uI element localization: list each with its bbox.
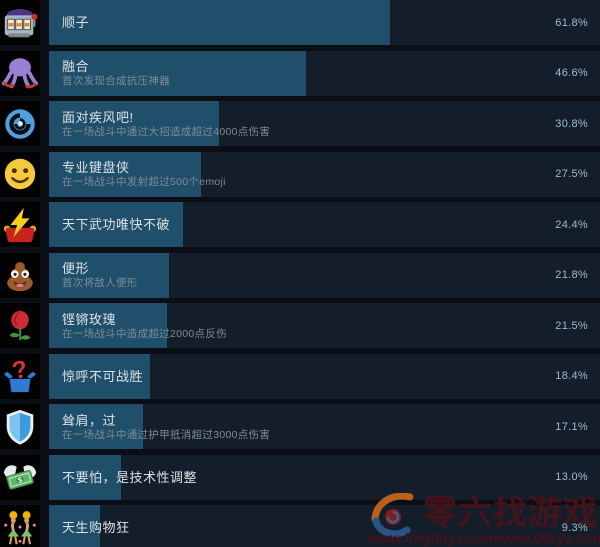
- achievement-progress-fill: [49, 303, 168, 348]
- achievement-description: 在一场战斗中通过大招造成超过4000点伤害: [62, 125, 271, 138]
- achievement-progress-bar: 便形 首次将敌人便形 21.8%: [49, 252, 600, 298]
- achievement-progress-fill: [49, 151, 201, 197]
- achievement-progress-bar: 不要怕，是技术性调整 13.0%: [49, 454, 600, 500]
- achievement-progress-fill: [49, 0, 390, 45]
- achievement-title: 便形: [62, 261, 90, 276]
- achievement-title: 惊呼不可战胜: [62, 368, 144, 384]
- cyclone-icon: [0, 101, 40, 146]
- achievement-row: 天下武功唯快不破 24.4%: [0, 202, 600, 247]
- achievement-title: 专业键盘侠: [62, 160, 130, 175]
- achievement-progress-fill: [49, 202, 184, 247]
- dancers-icon: [0, 505, 40, 547]
- achievement-progress-fill: [49, 454, 121, 500]
- achievement-row: 便形 首次将敌人便形 21.8%: [0, 252, 600, 298]
- achievement-title: 顺子: [62, 15, 90, 30]
- achievement-description: 在一场战斗中通过护甲抵消超过3000点伤害: [62, 428, 271, 441]
- achievement-percent: 46.6%: [555, 67, 588, 79]
- achievement-progress-bar: 天生购物狂 9.3%: [49, 505, 600, 547]
- achievement-title: 不要怕，是技术性调整: [62, 469, 198, 485]
- achievement-row: $ 不要怕，是技术性调整 13.0%: [0, 454, 600, 500]
- achievement-description: 在一场战斗中发射超过500个emoji: [62, 176, 226, 188]
- rose-icon: [0, 303, 40, 348]
- achievement-progress-bar: 惊呼不可战胜 18.4%: [49, 353, 600, 399]
- achievement-title: 天下武功唯快不破: [62, 217, 171, 232]
- achievement-title: 铿锵玫瑰: [62, 311, 117, 327]
- achievement-row: 耸肩，过 在一场战斗中通过护甲抵消超过3000点伤害 17.1%: [0, 404, 600, 449]
- achievement-row: 融合 首次发现合成抗压神器 46.6%: [0, 50, 600, 96]
- smiley-face-icon: [0, 151, 40, 197]
- achievement-progress-bar: 顺子 61.8%: [49, 0, 600, 45]
- achievement-percent: 24.4%: [555, 218, 588, 231]
- achievement-description: 在一场战斗中造成超过2000点反伤: [62, 327, 227, 340]
- achievement-progress-fill: [49, 50, 306, 96]
- lightning-glove-icon: [0, 202, 40, 247]
- money-with-wings-icon: $: [0, 454, 40, 500]
- achievement-progress-fill: [49, 505, 101, 547]
- svg-text:$: $: [17, 475, 24, 485]
- achievement-percent: 61.8%: [555, 16, 588, 29]
- achievement-title: 耸肩，过: [62, 412, 117, 428]
- achievement-progress-bar: 天下武功唯快不破 24.4%: [49, 202, 600, 247]
- achievement-title: 天生购物狂: [62, 520, 130, 535]
- achievement-row: 铿锵玫瑰 在一场战斗中造成超过2000点反伤 21.5%: [0, 303, 600, 348]
- achievement-row: 专业键盘侠 在一场战斗中发射超过500个emoji 27.5%: [0, 151, 600, 197]
- achievement-row: 天生购物狂 9.3%: [0, 505, 600, 547]
- slot-machine-icon: [0, 0, 40, 45]
- achievement-title: 融合: [62, 59, 90, 74]
- achievement-progress-fill: [49, 353, 151, 399]
- achievement-progress-bar: 铿锵玫瑰 在一场战斗中造成超过2000点反伤 21.5%: [49, 303, 600, 348]
- achievement-progress-fill: [49, 101, 219, 146]
- achievement-row: 顺子 61.8%: [0, 0, 600, 45]
- achievement-percent: 17.1%: [555, 420, 588, 433]
- achievement-progress-bar: 耸肩，过 在一场战斗中通过护甲抵消超过3000点伤害 17.1%: [49, 404, 600, 449]
- achievement-percent: 27.5%: [555, 168, 588, 180]
- achievement-percent: 30.8%: [555, 117, 588, 130]
- achievement-percent: 18.4%: [555, 370, 588, 382]
- octopus-icon: [0, 50, 40, 96]
- achievement-row: ? 惊呼不可战胜 18.4%: [0, 353, 600, 399]
- achievement-progress-bar: 面对疾风吧! 在一场战斗中通过大招造成超过4000点伤害 30.8%: [49, 101, 600, 146]
- shield-icon: [0, 404, 40, 449]
- achievement-percent: 21.5%: [555, 319, 588, 332]
- svg-text:?: ?: [10, 357, 30, 385]
- achievement-percent: 9.3%: [561, 521, 588, 534]
- achievement-progress-bar: 专业键盘侠 在一场战斗中发射超过500个emoji 27.5%: [49, 151, 600, 197]
- achievement-progress-fill: [49, 404, 144, 449]
- achievement-percent: 21.8%: [555, 269, 588, 281]
- achievement-progress-bar: 融合 首次发现合成抗压神器 46.6%: [49, 50, 600, 96]
- achievement-row: 面对疾风吧! 在一场战斗中通过大招造成超过4000点伤害 30.8%: [0, 101, 600, 146]
- achievement-description: 首次将敌人便形: [62, 277, 138, 289]
- achievement-progress-fill: [49, 252, 170, 298]
- achievement-percent: 13.0%: [555, 471, 588, 483]
- question-box-icon: ?: [0, 353, 40, 399]
- poop-icon: [0, 252, 40, 298]
- achievement-title: 面对疾风吧!: [62, 109, 134, 125]
- achievement-description: 首次发现合成抗压神器: [62, 75, 170, 87]
